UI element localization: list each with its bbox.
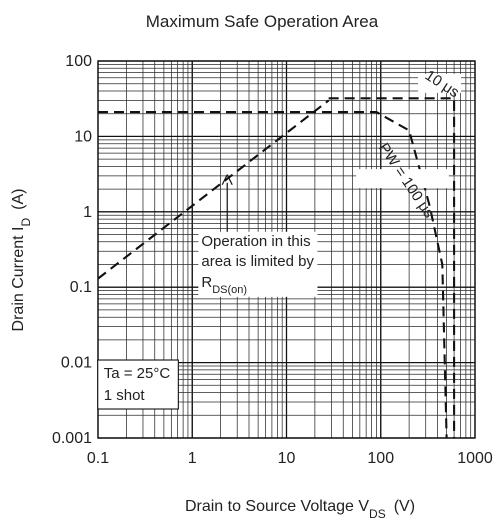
x-tick-label: 1 — [188, 450, 197, 467]
tick-layer: 0.1 1 10 100 1000 0.001 0.01 0.1 1 10 100 — [52, 53, 493, 467]
y-axis-label-unit: (A) — [10, 189, 27, 210]
series-pulse-10us — [328, 97, 456, 438]
y-axis-label-sub: D — [19, 218, 33, 227]
y-tick-label: 0.001 — [52, 430, 92, 447]
y-tick-label: 10 — [74, 128, 92, 145]
rds-note-background — [198, 231, 318, 297]
rds-note-line-3: RDS(on) — [201, 274, 247, 296]
rds-note-r-main: R — [201, 274, 212, 291]
annotation-arrow-head — [221, 174, 233, 186]
rds-note-line-2: area is limited by — [201, 253, 314, 270]
series-rds-on-limit — [97, 99, 330, 280]
conditions-line-1: Ta = 25°C — [104, 365, 171, 382]
x-axis-label-unit: (V) — [394, 498, 415, 515]
x-axis-label-sub: DS — [369, 507, 386, 521]
conditions-box — [97, 359, 179, 410]
annotation-label-100us-background — [356, 169, 449, 189]
annotation-label-10us-background — [417, 73, 461, 93]
plot-frame — [97, 60, 476, 439]
y-tick-label: 0.1 — [70, 279, 92, 296]
y-axis-label-main: Drain Current I — [10, 227, 27, 332]
chart-title: Maximum Safe Operation Area — [146, 12, 379, 31]
y-tick-label: 1 — [83, 204, 92, 221]
conditions-note: Ta = 25°C 1 shot — [97, 359, 179, 410]
y-tick-label: 100 — [65, 53, 92, 70]
rds-note-line-1: Operation in this — [201, 233, 310, 250]
x-tick-label: 1000 — [457, 450, 493, 467]
y-axis-label: Drain Current ID (A) — [10, 189, 33, 332]
x-tick-label: 0.1 — [87, 450, 109, 467]
series-pulse-100us — [98, 111, 448, 439]
x-axis-label-main: Drain to Source Voltage V — [185, 498, 369, 515]
x-tick-label: 100 — [367, 450, 394, 467]
x-tick-label: 10 — [278, 450, 296, 467]
rds-note-r-sub: DS(on) — [212, 284, 247, 296]
series-layer — [97, 97, 456, 439]
y-tick-label: 0.01 — [61, 355, 92, 372]
conditions-line-2: 1 shot — [104, 387, 146, 404]
rds-note: Operation in this area is limited by RDS(o… — [198, 231, 318, 297]
x-axis-label: Drain to Source Voltage VDS (V) — [185, 498, 415, 521]
